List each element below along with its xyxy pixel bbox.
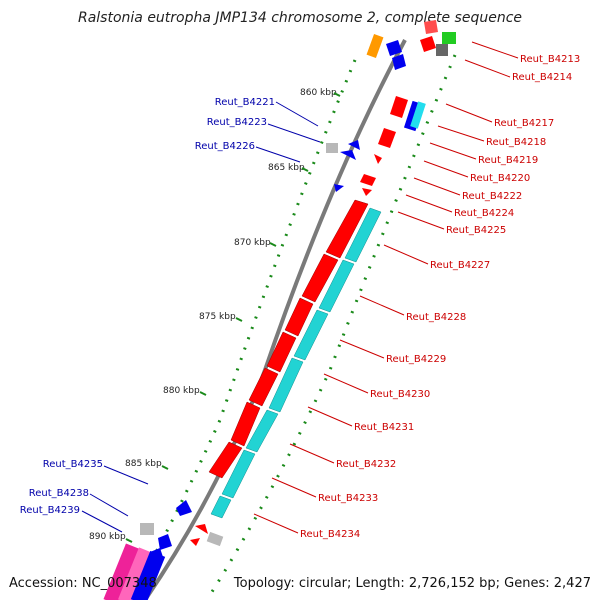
- scale-label: 880 kbp: [163, 386, 200, 396]
- right-labels: Reut_B4213 Reut_B4214 Reut_B4217 Reut_B4…: [300, 54, 580, 540]
- gene-arrow: [325, 199, 369, 259]
- gene-label[interactable]: Reut_B4226: [195, 141, 255, 152]
- gene-arrow: [248, 367, 279, 407]
- gene-label[interactable]: Reut_B4230: [370, 389, 430, 400]
- scale-label: 885 kbp: [125, 459, 162, 469]
- gene-arrow: [392, 54, 406, 70]
- gene-label[interactable]: Reut_B4223: [207, 117, 267, 128]
- scale-label: 875 kbp: [199, 312, 236, 322]
- gene-arrow: [348, 140, 360, 150]
- gene-arrow: [318, 259, 355, 313]
- gene-arrow: [245, 409, 279, 453]
- gene-label[interactable]: Reut_B4228: [406, 312, 466, 323]
- gene-label[interactable]: Reut_B4213: [520, 54, 580, 65]
- gene-block: [140, 523, 154, 535]
- bottom-genes: [103, 500, 224, 600]
- gene-arrow: [362, 188, 372, 196]
- right-label-group: [253, 41, 519, 534]
- gene-arrow: [190, 538, 200, 546]
- top-genes: [326, 20, 456, 196]
- gene-arrow: [293, 309, 329, 361]
- gene-label[interactable]: Reut_B4239: [20, 505, 80, 516]
- gene-label[interactable]: Reut_B4232: [336, 459, 396, 470]
- gene-arrow: [266, 331, 297, 373]
- gene-arrow: [386, 40, 402, 56]
- gene-label[interactable]: Reut_B4221: [215, 97, 275, 108]
- scale-label: 865 kbp: [268, 163, 305, 173]
- left-label-group: [81, 101, 321, 533]
- gene-label[interactable]: Reut_B4227: [430, 260, 490, 271]
- gene-label[interactable]: Reut_B4214: [512, 72, 572, 83]
- scale-label: 870 kbp: [234, 238, 271, 248]
- inner-tick-track: [208, 54, 457, 596]
- scale-label: 890 kbp: [89, 532, 126, 542]
- gene-arrow: [378, 128, 396, 148]
- gene-label[interactable]: Reut_B4217: [494, 118, 554, 129]
- gene-arrow: [210, 495, 232, 519]
- gene-arrow: [195, 524, 208, 534]
- gene-label[interactable]: Reut_B4233: [318, 493, 378, 504]
- gene-label[interactable]: Reut_B4222: [462, 191, 522, 202]
- accession-text: Accession: NC_007348: [9, 576, 157, 591]
- gene-label[interactable]: Reut_B4220: [470, 173, 530, 184]
- gene-label[interactable]: Reut_B4231: [354, 422, 414, 433]
- map-title: Ralstonia eutropha JMP134 chromosome 2, …: [78, 10, 522, 26]
- gene-arrow: [360, 174, 376, 186]
- gene-label[interactable]: Reut_B4224: [454, 208, 514, 219]
- gene-arrow: [158, 534, 172, 550]
- gene-arrow: [344, 207, 382, 263]
- gene-arrow: [374, 154, 382, 164]
- left-labels: Reut_B4221 Reut_B4223 Reut_B4226 Reut_B4…: [20, 97, 275, 516]
- gene-arrow: [334, 184, 344, 192]
- gene-block: [118, 547, 152, 600]
- gene-block: [366, 33, 384, 59]
- gene-block: [206, 531, 224, 547]
- gene-block: [436, 44, 448, 56]
- gene-arrow: [176, 500, 192, 516]
- gene-label[interactable]: Reut_B4219: [478, 155, 538, 166]
- gene-label[interactable]: Reut_B4218: [486, 137, 546, 148]
- gene-arrow: [284, 297, 314, 337]
- gene-arrow: [340, 150, 356, 160]
- gene-arrow: [424, 20, 438, 34]
- cyan-gene-track: [210, 207, 382, 519]
- gene-block: [130, 550, 166, 600]
- gene-label[interactable]: Reut_B4225: [446, 225, 506, 236]
- gene-arrow: [230, 401, 261, 447]
- gene-label[interactable]: Reut_B4238: [29, 488, 89, 499]
- gene-block: [326, 143, 338, 153]
- gene-arrow: [301, 253, 339, 303]
- chromosome-backbone: [143, 39, 407, 600]
- gene-arrow: [420, 36, 436, 52]
- gene-label[interactable]: Reut_B4234: [300, 529, 360, 540]
- topology-text: Topology: circular; Length: 2,726,152 bp…: [233, 576, 591, 591]
- forward-gene-track: [208, 199, 369, 479]
- gene-arrow: [221, 449, 256, 499]
- gene-label[interactable]: Reut_B4229: [386, 354, 446, 365]
- gene-block: [410, 101, 426, 129]
- gene-label[interactable]: Reut_B4235: [43, 459, 103, 470]
- gene-arrow: [268, 357, 304, 413]
- scale-labels: 860 kbp 865 kbp 870 kbp 875 kbp 880 kbp …: [89, 88, 341, 543]
- gene-block: [442, 32, 456, 44]
- gene-arrow: [208, 441, 243, 479]
- scale-label: 860 kbp: [300, 88, 337, 98]
- gene-arrow: [390, 96, 408, 118]
